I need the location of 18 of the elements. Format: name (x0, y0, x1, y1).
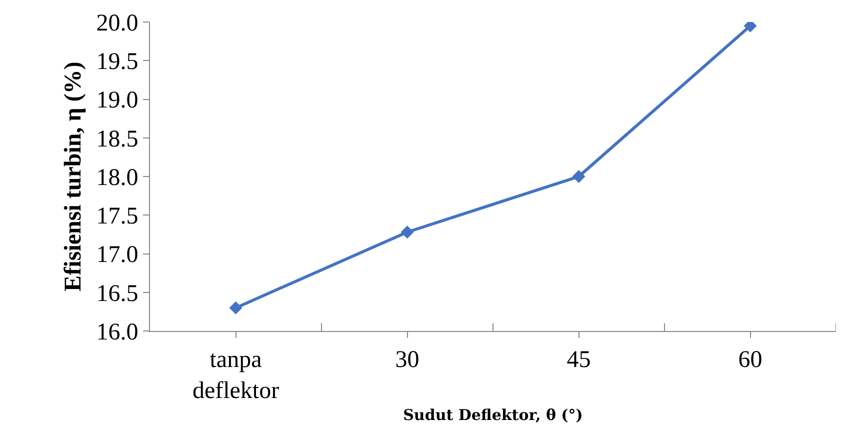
x-tick-label: 45 (566, 346, 591, 373)
y-tick-label: 20.0 (96, 10, 138, 36)
x-axis-title: Sudut Deflektor, θ (°) (403, 406, 583, 424)
point (400, 226, 414, 239)
y-tick-label: 16.0 (96, 319, 138, 346)
x-tick-label: 30 (395, 346, 420, 373)
y-axis-title: Efisiensi turbin, η (%) (60, 62, 86, 292)
x-tick-label: 60 (738, 346, 762, 373)
point (229, 301, 242, 314)
y-tick-label: 19.5 (96, 49, 138, 76)
y-tick-label: 16.5 (96, 280, 138, 307)
y-tick-label: 17.0 (96, 242, 138, 268)
point (572, 170, 586, 183)
y-tick-label: 19.0 (96, 88, 138, 114)
y-tick-label: 17.5 (96, 204, 138, 230)
y-tick-label: 18.5 (96, 126, 138, 152)
x-tick-label: tanpa deflektor (192, 346, 280, 404)
y-tick-label: 18.0 (96, 164, 138, 191)
